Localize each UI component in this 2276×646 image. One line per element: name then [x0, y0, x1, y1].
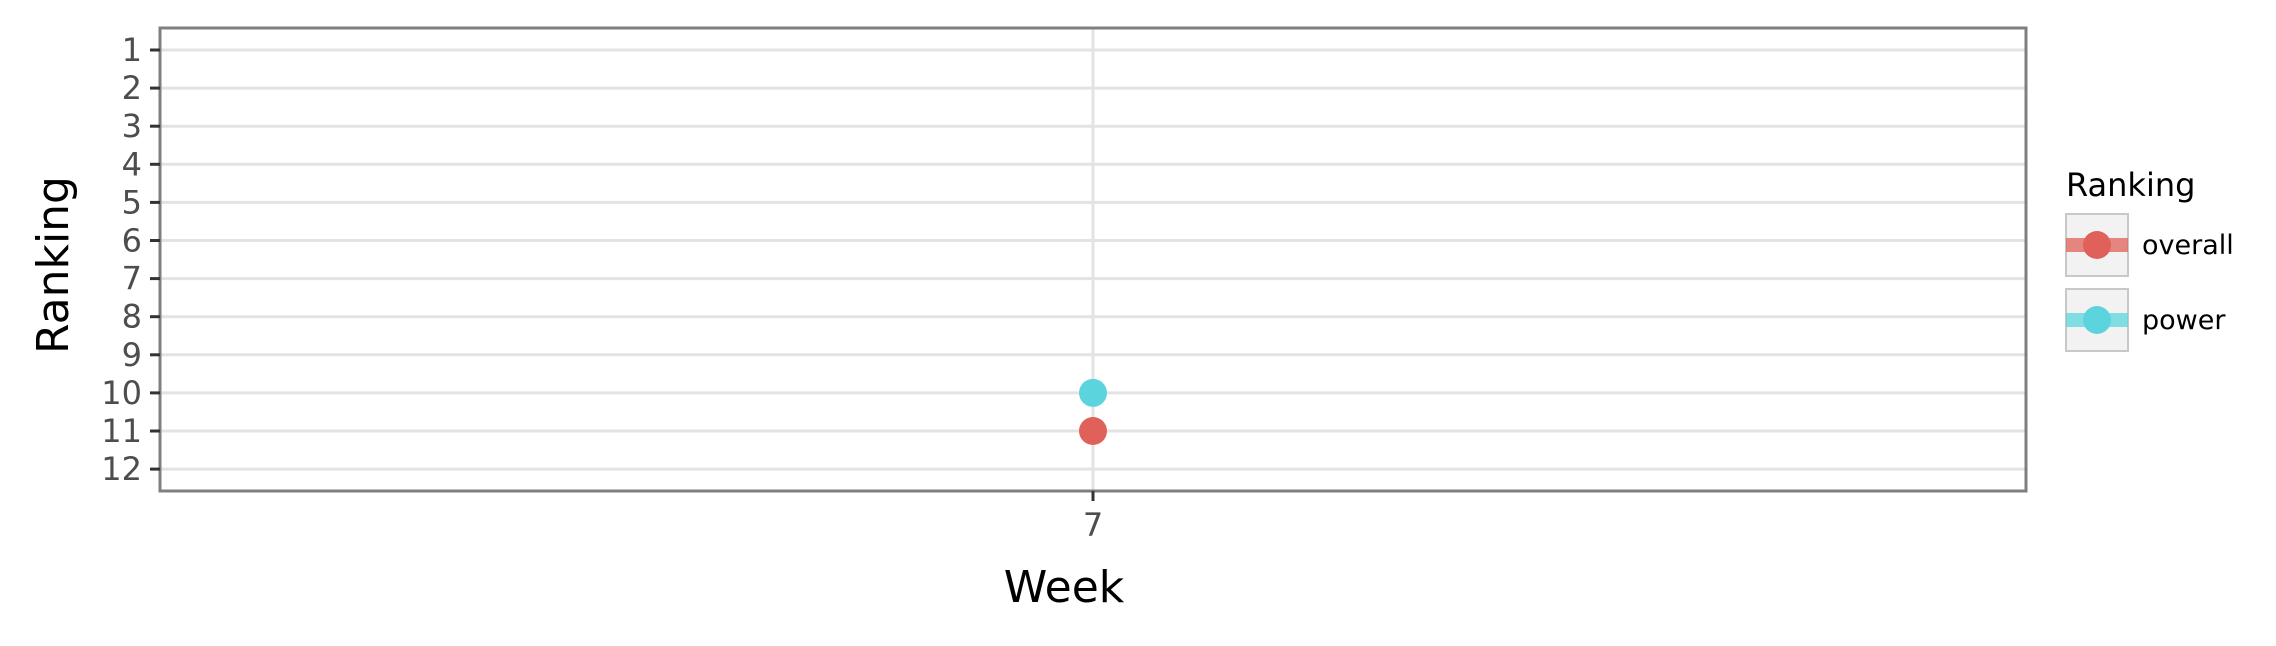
legend-key-point — [2083, 231, 2111, 259]
grid-lines — [160, 28, 2026, 491]
y-tick-label: 9 — [122, 336, 142, 374]
y-tick-label: 11 — [101, 412, 142, 450]
y-tick-label: 10 — [101, 374, 142, 412]
legend-key-point — [2083, 306, 2111, 334]
y-tick-label: 6 — [122, 222, 142, 260]
legend-entries: overall power — [2065, 213, 2234, 352]
legend-label: power — [2142, 305, 2226, 336]
data-points — [1079, 378, 1107, 445]
y-tick-label: 5 — [122, 183, 142, 221]
data-point-overall — [1079, 417, 1107, 445]
y-tick-label: 12 — [101, 450, 142, 488]
y-tick-label: 2 — [122, 69, 142, 107]
legend-entry-power: power — [2065, 288, 2226, 352]
y-tick-label: 3 — [122, 107, 142, 145]
y-tick-label: 7 — [122, 260, 142, 298]
data-point-power — [1079, 378, 1107, 407]
x-tick-label: 7 — [1083, 506, 1103, 544]
y-tick-label: 1 — [122, 31, 142, 69]
y-tick-label: 8 — [122, 298, 142, 336]
legend-label: overall — [2142, 230, 2234, 261]
x-axis-title: Week — [1004, 562, 1125, 613]
legend: Ranking overall power — [2065, 166, 2234, 352]
legend-title: Ranking — [2066, 166, 2195, 204]
y-axis-title: Ranking — [28, 176, 79, 354]
legend-entry-overall: overall — [2065, 213, 2234, 277]
y-tick-label: 4 — [122, 145, 142, 183]
